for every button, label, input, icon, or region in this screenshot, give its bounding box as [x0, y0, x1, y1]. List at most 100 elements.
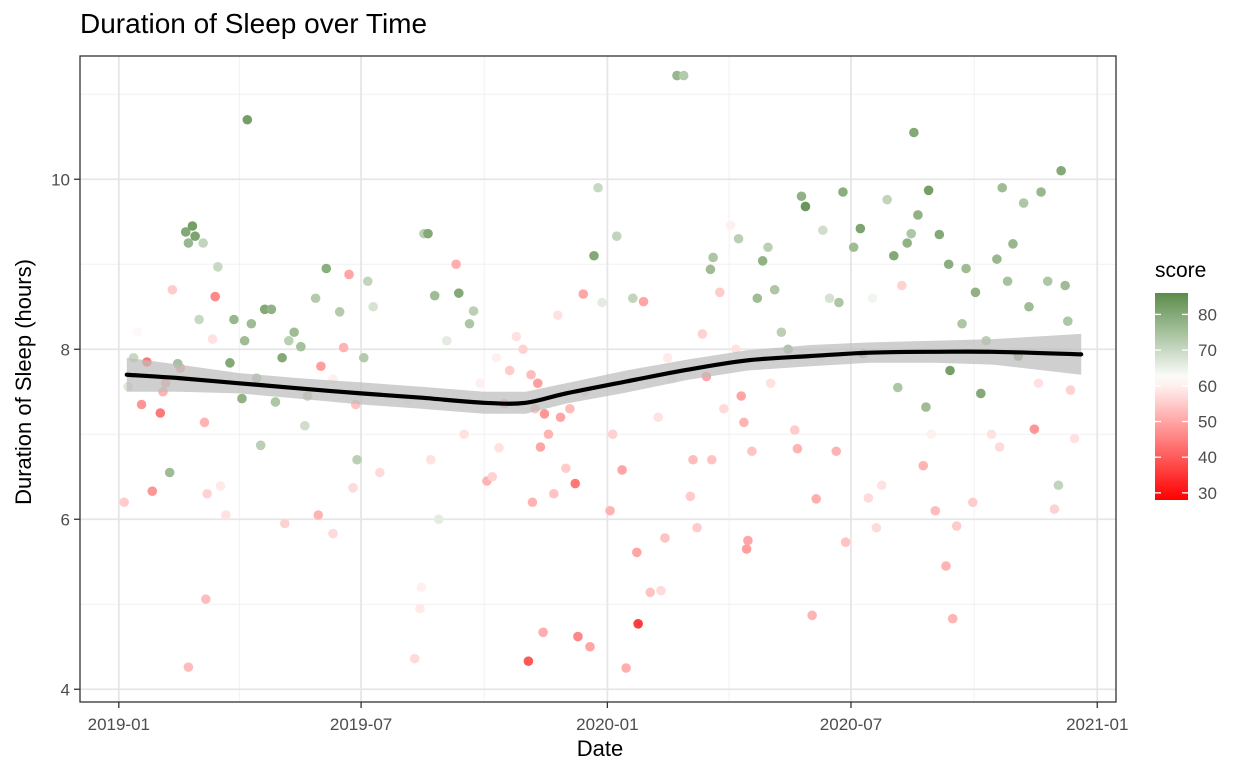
data-point	[656, 585, 666, 596]
data-point	[164, 467, 175, 478]
data-point	[453, 288, 464, 298]
data-point	[633, 619, 643, 629]
data-point	[757, 256, 768, 266]
data-point	[313, 510, 324, 520]
data-point	[423, 228, 433, 239]
data-point	[882, 194, 892, 205]
data-point	[653, 412, 664, 423]
data-point	[913, 210, 923, 220]
data-point	[1065, 385, 1076, 395]
x-tick-label: 2020-01	[576, 715, 638, 734]
data-point	[491, 352, 502, 363]
data-point	[840, 537, 851, 547]
data-point	[344, 269, 354, 280]
panel-frame	[79, 55, 1117, 703]
data-point	[526, 369, 536, 380]
legend-tick-label: 40	[1198, 448, 1217, 467]
data-point	[921, 402, 931, 412]
data-point	[934, 229, 945, 240]
data-point	[1053, 480, 1064, 491]
data-point	[119, 497, 129, 508]
data-point	[237, 393, 247, 404]
data-point	[947, 613, 958, 624]
data-point	[1063, 316, 1073, 327]
data-point	[504, 365, 515, 376]
data-point	[708, 252, 718, 263]
data-point	[368, 301, 378, 312]
data-point	[831, 446, 842, 457]
data-point	[662, 352, 673, 363]
data-point	[725, 220, 736, 230]
data-point	[464, 318, 475, 329]
data-point	[459, 429, 469, 440]
legend-tick-label: 60	[1198, 377, 1217, 396]
data-point	[645, 587, 656, 598]
data-point	[961, 263, 971, 274]
data-point	[765, 378, 776, 389]
data-point	[617, 465, 627, 475]
data-point	[570, 478, 581, 489]
data-point	[747, 446, 757, 457]
data-point	[876, 480, 887, 491]
data-point	[549, 488, 559, 499]
data-point	[207, 334, 218, 344]
data-point	[535, 442, 546, 452]
data-point	[706, 454, 717, 465]
data-point	[210, 291, 220, 302]
data-point	[475, 378, 486, 389]
data-point	[834, 297, 844, 308]
data-point	[451, 259, 461, 270]
data-point	[321, 263, 332, 274]
data-point	[555, 412, 566, 423]
data-point	[289, 327, 299, 338]
data-point	[597, 297, 607, 308]
data-point	[923, 185, 934, 196]
data-point	[930, 505, 941, 516]
data-point	[561, 463, 571, 474]
data-point	[147, 486, 158, 497]
x-tick-label: 2019-01	[88, 715, 150, 734]
data-point	[976, 388, 986, 399]
legend-tick-label: 50	[1198, 412, 1217, 431]
data-point	[468, 306, 479, 316]
data-point	[279, 518, 290, 529]
data-point	[266, 304, 277, 315]
data-point	[190, 231, 200, 241]
trend-line	[124, 349, 1084, 406]
data-point	[743, 535, 753, 546]
data-point	[1042, 276, 1053, 287]
data-point	[800, 201, 811, 212]
data-point	[527, 497, 538, 508]
data-point	[792, 443, 803, 454]
data-point	[277, 352, 287, 363]
data-point	[270, 397, 281, 407]
data-point	[789, 425, 800, 435]
x-axis-ticks: 2019-01 2019-07 2020-01 2020-07 2021-01	[88, 702, 1128, 734]
data-point	[906, 228, 917, 239]
data-point	[994, 442, 1005, 452]
data-point	[593, 182, 603, 193]
data-point	[957, 318, 967, 329]
data-point	[769, 284, 780, 295]
panel-border	[79, 55, 1117, 703]
data-point	[943, 259, 954, 270]
data-point	[719, 403, 729, 414]
legend: score 80 70 60 50 40 30	[1155, 259, 1217, 503]
data-point	[225, 358, 235, 368]
data-point	[867, 293, 878, 304]
data-point	[628, 293, 638, 304]
data-point	[338, 342, 349, 353]
data-point	[752, 293, 763, 304]
data-point	[986, 429, 997, 440]
data-point	[416, 582, 427, 593]
data-point	[967, 497, 978, 508]
data-point	[992, 254, 1002, 264]
data-point	[409, 653, 420, 664]
data-point	[132, 327, 143, 338]
data-point	[523, 656, 534, 666]
x-axis-label: Date	[576, 736, 624, 761]
y-tick-label: 10	[51, 170, 70, 189]
data-point	[1024, 301, 1034, 312]
data-point	[183, 662, 194, 672]
